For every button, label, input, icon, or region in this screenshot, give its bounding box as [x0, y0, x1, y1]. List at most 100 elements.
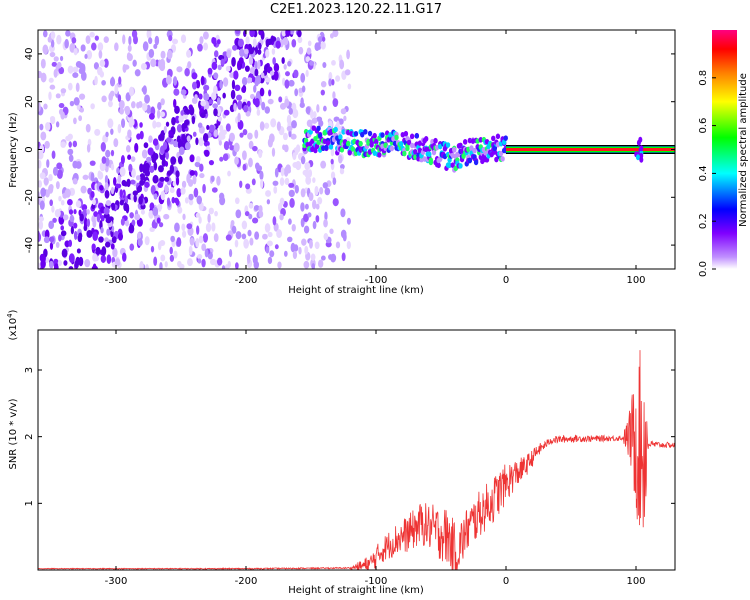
spectrogram-cell — [40, 187, 47, 197]
spectrogram-cell — [85, 35, 91, 44]
spectrogram-signal-cell — [313, 135, 318, 142]
spectrogram-signal-cell — [436, 162, 441, 169]
spectrogram-cell — [104, 241, 111, 248]
spectrogram-cell — [203, 92, 210, 101]
spectrogram-cell — [52, 166, 59, 176]
spectrogram-cell — [125, 145, 131, 153]
spectrogram-signal-cell — [473, 159, 479, 166]
snr-y-ticks: 1 2 3 — [24, 367, 675, 507]
spectrogram-cell — [65, 30, 71, 37]
spectrogram-cell — [304, 245, 309, 255]
spectrogram-cell — [204, 248, 209, 258]
spectrogram-cell — [214, 210, 218, 217]
spectrogram-cell — [60, 141, 67, 148]
spectrogram-cell — [48, 260, 54, 269]
spectrogram-cell — [181, 180, 187, 189]
spectrogram-cell — [245, 110, 251, 117]
spectrogram-cell — [340, 163, 345, 170]
spectrogram-cell — [268, 133, 275, 143]
spectrogram-cell — [254, 98, 260, 108]
spectrogram-cell — [84, 217, 88, 227]
spectrogram-cell — [49, 51, 56, 58]
spectrogram-cell — [113, 138, 119, 148]
spectrogram-cell — [56, 34, 62, 45]
spectrogram-cell — [203, 132, 209, 143]
spectrogram-signal-cell — [450, 162, 455, 168]
spectrogram-cell — [175, 176, 180, 186]
spectrogram-cell — [104, 174, 109, 185]
spectrogram-cell — [121, 118, 126, 129]
spectrogram-cell — [141, 149, 148, 159]
spectrogram-cell — [75, 200, 82, 208]
spectrogram-cell — [98, 50, 103, 59]
spectrogram-cell — [252, 217, 259, 224]
spectrogram-spike-cell — [639, 145, 644, 152]
spectrogram-cell — [68, 209, 74, 215]
spectrogram-y-ticks: -40 -20 0 20 40 — [24, 48, 675, 253]
spectrogram-signal-cell — [310, 138, 315, 145]
spectrogram-cell — [152, 206, 159, 217]
spectrogram-cell — [58, 195, 62, 202]
spectrogram-cell — [92, 219, 97, 228]
spectrogram-cell — [63, 260, 68, 266]
spectrogram-cell — [94, 128, 101, 136]
spectrogram-cell — [148, 37, 153, 45]
spectrogram-cell — [165, 75, 172, 85]
spectrogram-cell — [106, 228, 111, 236]
spectrogram-x-ticks: -300 -200 -100 0 100 — [105, 30, 646, 286]
spectrogram-cell — [186, 135, 191, 143]
spectrogram-cell — [114, 42, 119, 52]
spectrogram-cell — [164, 184, 169, 194]
spectrogram-cell — [225, 123, 231, 132]
spectrogram-cell — [272, 180, 279, 186]
spectrogram-cell — [78, 232, 83, 240]
spectrogram-cell — [300, 188, 306, 198]
spectrogram-cell — [48, 77, 54, 83]
spectrogram-cell — [342, 232, 347, 242]
spectrogram-cell — [97, 171, 104, 180]
spectrogram-cell — [131, 168, 136, 179]
spectrogram-cell — [281, 30, 287, 37]
spectrogram-cell — [305, 106, 311, 115]
spectrogram-signal-cell — [345, 140, 351, 147]
spectrogram-cell — [119, 189, 123, 198]
spectrogram-signal-cell — [458, 163, 463, 169]
spectrogram-cell — [335, 75, 341, 82]
spectrogram-cell — [135, 175, 141, 181]
spectrogram-cell — [173, 250, 178, 259]
spectrogram-cell — [330, 147, 335, 157]
spectrogram-cell — [199, 163, 204, 172]
spectrogram-cell — [138, 100, 143, 108]
spectrogram-cell — [251, 178, 256, 186]
spectrogram-cell — [241, 233, 247, 240]
spectrogram-signal-cell — [491, 135, 496, 142]
spectrogram-cell — [199, 36, 204, 45]
spectrogram-cell — [130, 101, 136, 109]
spectrogram-cell — [245, 36, 250, 45]
spectrogram-cell — [314, 185, 319, 196]
spectrogram-cell — [214, 50, 219, 58]
spectrogram-cell — [233, 102, 237, 112]
y-tick-label: 1 — [24, 500, 35, 506]
spectrogram-cell — [196, 225, 200, 235]
spectrogram-cell — [148, 112, 155, 120]
spectrogram-cell — [153, 256, 158, 266]
spectrogram-cell — [157, 181, 164, 188]
spectrogram-cell — [287, 236, 293, 243]
colorbar-tick-label: 0.6 — [698, 118, 709, 134]
colorbar-tick-label: 0.4 — [698, 165, 709, 181]
spectrogram-cell — [182, 213, 186, 221]
spectrogram-cell — [177, 206, 183, 214]
spectrogram-cell — [257, 60, 261, 70]
spectrogram-cell — [76, 248, 81, 254]
spectrogram-signal-cell — [316, 125, 321, 132]
spectrogram-cell — [283, 144, 289, 153]
spectrogram-cell — [48, 91, 52, 101]
spectrogram-signal-cell — [406, 139, 412, 146]
spectrogram-cell — [340, 208, 346, 218]
spectrogram-cell — [192, 131, 197, 137]
spectrogram-signal-cell — [494, 156, 499, 163]
spectrogram-cell — [139, 261, 144, 269]
spectrogram-cell — [276, 121, 281, 132]
spectrogram-cell — [339, 168, 345, 175]
